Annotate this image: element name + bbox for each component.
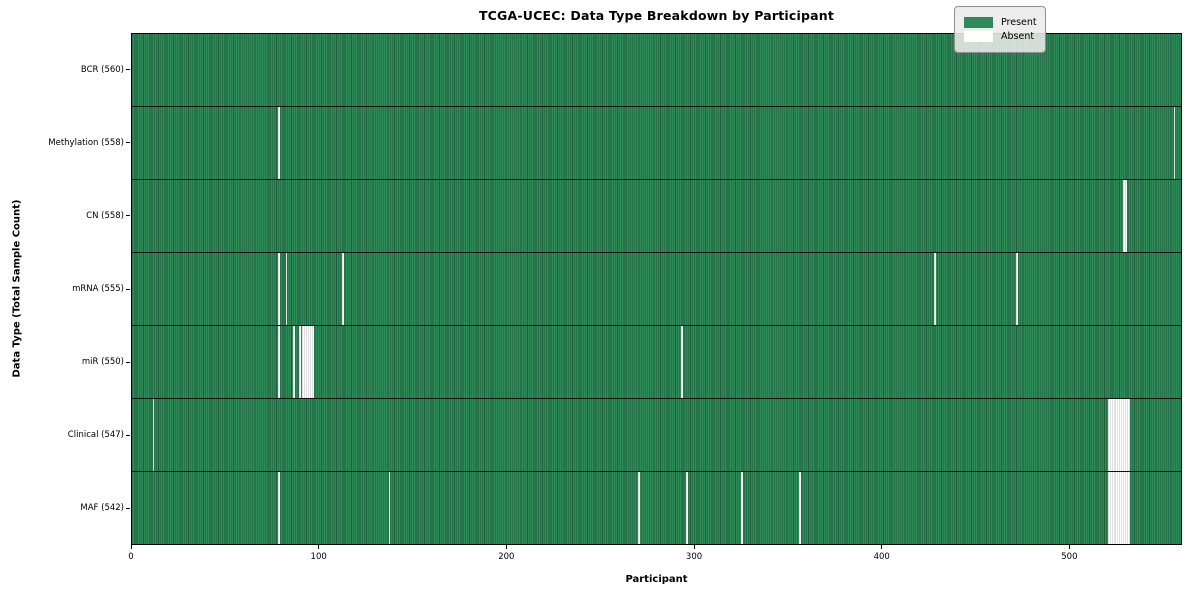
absent-cell xyxy=(388,472,391,544)
absent-cell xyxy=(1113,399,1116,471)
absent-cell xyxy=(298,326,301,398)
y-tick-mark xyxy=(126,361,130,363)
y-tick-mark xyxy=(126,215,130,217)
legend-absent-label: Absent xyxy=(1001,31,1035,42)
y-tick-mark xyxy=(126,434,130,436)
absent-cell xyxy=(1126,472,1129,544)
x-tick-label-500: 500 xyxy=(1061,552,1078,562)
absent-cell xyxy=(637,472,640,544)
absent-cell xyxy=(1128,399,1131,471)
legend-entry-present: Present xyxy=(964,17,1037,28)
x-tick-mark xyxy=(1068,545,1070,549)
absent-cell xyxy=(1107,472,1110,544)
absent-cell xyxy=(1124,399,1127,471)
x-tick-label-400: 400 xyxy=(873,552,890,562)
x-tick-mark xyxy=(881,545,883,549)
x-tick-label-300: 300 xyxy=(685,552,703,562)
x-tick-mark xyxy=(693,545,695,549)
absent-cell xyxy=(1122,399,1125,471)
absent-cell xyxy=(1117,399,1120,471)
y-axis-ticks: BCR (560) Methylation (558) CN (558) mRNA (… xyxy=(0,33,130,545)
absent-cell xyxy=(308,326,310,398)
absent-cell xyxy=(1113,472,1116,544)
absent-cell xyxy=(1121,472,1123,544)
y-tick-mark xyxy=(126,69,130,71)
absent-cell xyxy=(1119,399,1122,471)
y-tick-mark xyxy=(126,288,130,290)
absent-cell xyxy=(341,253,344,325)
x-tick-mark xyxy=(505,545,507,549)
chart-title: TCGA-UCEC: Data Type Breakdown by Partic… xyxy=(478,8,835,23)
legend: Present Absent xyxy=(954,6,1046,53)
row-mir xyxy=(132,326,1181,399)
y-tick-label-mir: miR (550) xyxy=(81,357,124,368)
absent-cell xyxy=(740,472,743,544)
absent-cell xyxy=(278,107,280,179)
absent-cell xyxy=(311,326,314,398)
absent-cell xyxy=(309,326,312,398)
absent-cell xyxy=(302,326,305,398)
absent-cell xyxy=(1111,399,1114,471)
legend-entry-absent: Absent xyxy=(964,31,1036,42)
y-tick-label-mrna: mRNA (555) xyxy=(72,284,124,294)
absent-cell xyxy=(1119,472,1122,544)
absent-cell xyxy=(285,253,288,325)
absent-cell xyxy=(1128,472,1131,544)
row-methylation xyxy=(132,107,1181,180)
absent-swatch-icon xyxy=(964,31,993,42)
y-tick-label-cn: CN (558) xyxy=(86,210,124,221)
plot-area xyxy=(131,33,1182,545)
absent-cell xyxy=(1107,399,1110,471)
absent-cell xyxy=(1124,180,1127,252)
absent-cell xyxy=(1115,399,1118,471)
absent-cell xyxy=(933,253,936,325)
y-tick-label-maf: MAF (542) xyxy=(80,503,124,514)
legend-present-label: Present xyxy=(1001,17,1037,28)
absent-cell xyxy=(1122,472,1125,544)
absent-cell xyxy=(798,472,801,544)
absent-cell xyxy=(1117,472,1120,544)
absent-cell xyxy=(304,326,307,398)
x-axis-label: Participant xyxy=(625,574,688,585)
x-tick-label-200: 200 xyxy=(498,552,515,562)
absent-cell xyxy=(306,326,309,398)
present-swatch-icon xyxy=(964,17,993,28)
row-maf xyxy=(132,472,1181,544)
absent-cell xyxy=(1016,253,1019,325)
absent-cell xyxy=(278,326,280,398)
absent-cell xyxy=(686,472,689,544)
absent-cell xyxy=(1173,107,1176,179)
absent-cell xyxy=(1121,399,1123,471)
y-tick-mark xyxy=(126,142,130,144)
row-cn xyxy=(132,180,1181,253)
x-tick-label-100: 100 xyxy=(310,552,327,562)
absent-cell xyxy=(278,253,280,325)
absent-cell xyxy=(1109,399,1112,471)
y-tick-label-bcr: BCR (560) xyxy=(80,64,124,75)
y-tick-label-methylation: Methylation (558) xyxy=(48,137,124,148)
absent-cell xyxy=(278,472,280,544)
absent-cell xyxy=(293,326,295,398)
x-tick-mark xyxy=(318,545,320,549)
x-axis-ticks: 0 100 200 300 400 500 xyxy=(128,545,1182,565)
x-tick-label-0: 0 xyxy=(128,552,134,562)
row-clinical xyxy=(132,399,1181,472)
y-tick-mark xyxy=(126,507,130,509)
absent-cell xyxy=(1115,472,1118,544)
absent-cell xyxy=(1124,472,1127,544)
row-mrna xyxy=(132,253,1181,326)
absent-cell xyxy=(680,326,683,398)
absent-cell xyxy=(152,399,155,471)
y-tick-label-clinical: Clinical (547) xyxy=(67,430,124,441)
absent-cell xyxy=(1111,472,1114,544)
absent-cell xyxy=(1126,399,1129,471)
absent-cell xyxy=(1109,472,1112,544)
absent-cell xyxy=(1122,180,1125,252)
x-tick-mark xyxy=(130,545,132,549)
